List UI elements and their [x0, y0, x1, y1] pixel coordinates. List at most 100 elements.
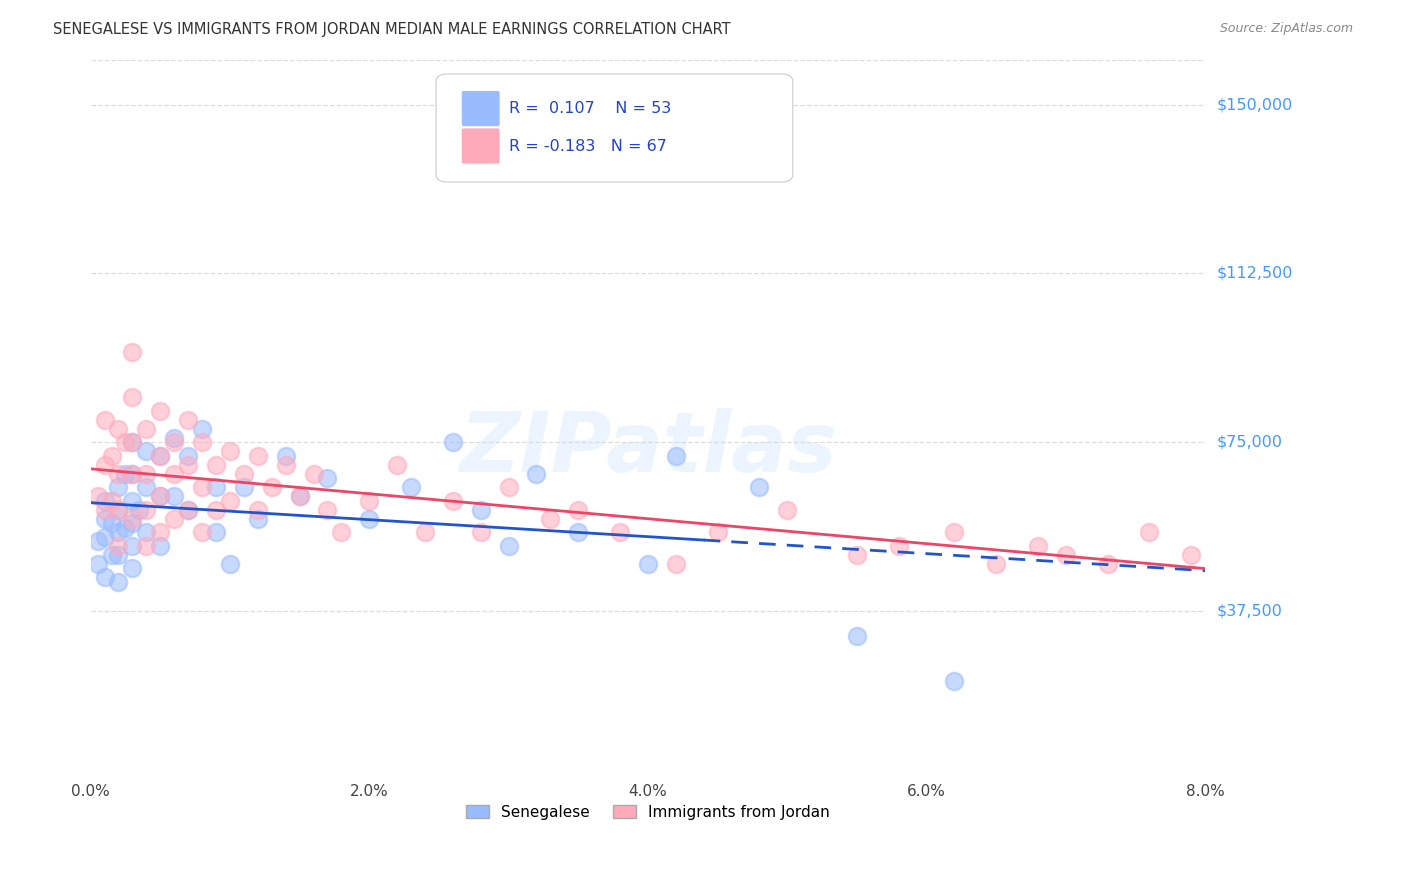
Point — [163, 511, 186, 525]
Point — [177, 458, 200, 472]
Point — [121, 345, 143, 359]
Point — [121, 467, 143, 481]
Point — [1026, 539, 1049, 553]
Point — [135, 480, 157, 494]
Point — [100, 548, 122, 562]
Point — [538, 511, 561, 525]
Point — [887, 539, 910, 553]
Point — [413, 525, 436, 540]
Point — [232, 467, 254, 481]
Point — [135, 421, 157, 435]
Point — [177, 412, 200, 426]
Text: ZIPatlas: ZIPatlas — [458, 408, 837, 489]
FancyBboxPatch shape — [461, 91, 499, 126]
Point — [609, 525, 631, 540]
Point — [86, 489, 108, 503]
Point — [316, 502, 339, 516]
Point — [93, 458, 115, 472]
Point — [93, 493, 115, 508]
Point — [163, 435, 186, 450]
Point — [1137, 525, 1160, 540]
Point — [191, 525, 214, 540]
Point — [121, 516, 143, 530]
Point — [107, 502, 129, 516]
Point — [1180, 548, 1202, 562]
Point — [637, 557, 659, 571]
Point — [121, 561, 143, 575]
Point — [121, 539, 143, 553]
Point — [149, 539, 172, 553]
Point — [177, 502, 200, 516]
Point — [114, 467, 136, 481]
Point — [107, 421, 129, 435]
Point — [121, 390, 143, 404]
Text: $112,500: $112,500 — [1216, 266, 1292, 281]
Point — [330, 525, 353, 540]
Point — [135, 444, 157, 458]
Point — [93, 502, 115, 516]
Point — [100, 449, 122, 463]
Point — [205, 480, 228, 494]
Point — [86, 534, 108, 549]
Point — [149, 489, 172, 503]
Point — [86, 557, 108, 571]
Point — [943, 525, 966, 540]
Point — [706, 525, 728, 540]
Point — [100, 516, 122, 530]
Text: Source: ZipAtlas.com: Source: ZipAtlas.com — [1219, 22, 1353, 36]
Point — [246, 502, 269, 516]
FancyBboxPatch shape — [461, 128, 499, 163]
Point — [943, 673, 966, 688]
Point — [274, 458, 297, 472]
Point — [149, 403, 172, 417]
Legend: Senegalese, Immigrants from Jordan: Senegalese, Immigrants from Jordan — [460, 798, 835, 826]
Point — [121, 467, 143, 481]
Point — [274, 449, 297, 463]
Point — [665, 557, 688, 571]
Point — [93, 412, 115, 426]
Point — [93, 530, 115, 544]
Point — [205, 458, 228, 472]
Text: $150,000: $150,000 — [1216, 97, 1292, 112]
Point — [219, 557, 242, 571]
Point — [385, 458, 408, 472]
Point — [100, 493, 122, 508]
Point — [748, 480, 770, 494]
Point — [163, 489, 186, 503]
Point — [121, 493, 143, 508]
Point — [441, 493, 464, 508]
Point — [93, 570, 115, 584]
Point — [107, 574, 129, 589]
Point — [121, 435, 143, 450]
Point — [246, 449, 269, 463]
Text: R = -0.183   N = 67: R = -0.183 N = 67 — [509, 138, 666, 153]
Point — [567, 502, 589, 516]
Point — [191, 480, 214, 494]
Point — [776, 502, 799, 516]
Point — [107, 539, 129, 553]
Point — [107, 467, 129, 481]
Point — [441, 435, 464, 450]
Point — [149, 449, 172, 463]
Point — [107, 548, 129, 562]
Point — [121, 511, 143, 525]
Point — [359, 511, 381, 525]
Point — [246, 511, 269, 525]
Point — [205, 502, 228, 516]
Point — [191, 435, 214, 450]
Point — [845, 629, 868, 643]
Point — [1097, 557, 1119, 571]
Point — [177, 449, 200, 463]
Point — [135, 539, 157, 553]
Text: $37,500: $37,500 — [1216, 603, 1282, 618]
Point — [107, 502, 129, 516]
Point — [665, 449, 688, 463]
FancyBboxPatch shape — [436, 74, 793, 182]
Point — [114, 435, 136, 450]
Point — [399, 480, 422, 494]
Point — [526, 467, 548, 481]
Point — [316, 471, 339, 485]
Point — [288, 489, 311, 503]
Point — [149, 489, 172, 503]
Text: R =  0.107    N = 53: R = 0.107 N = 53 — [509, 101, 671, 116]
